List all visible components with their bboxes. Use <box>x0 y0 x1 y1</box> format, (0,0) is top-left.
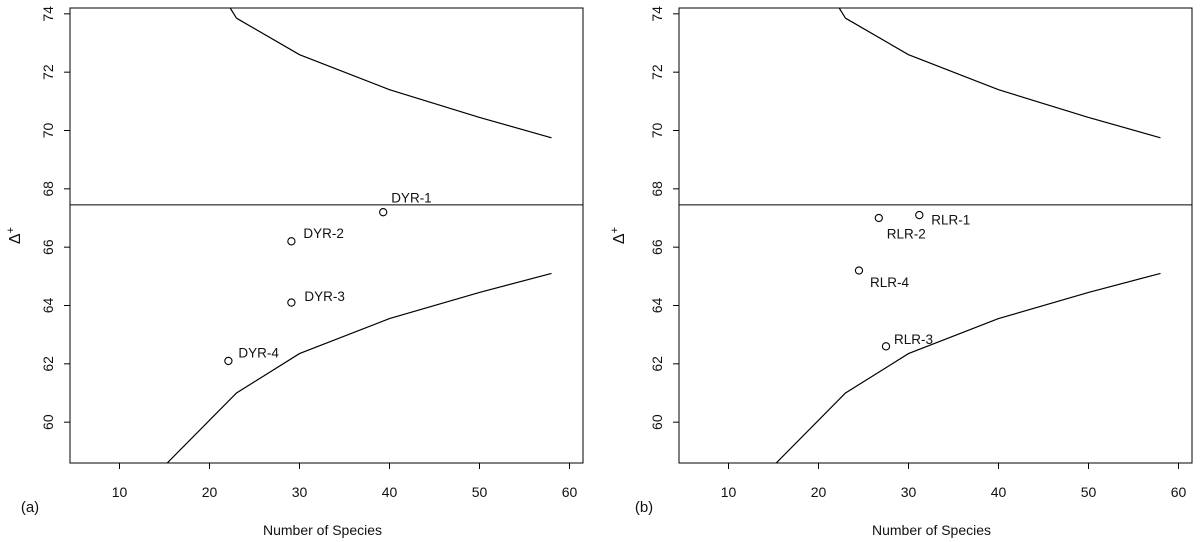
y-tick-label: 62 <box>649 356 665 372</box>
y-tick-label: 74 <box>40 6 56 22</box>
y-tick-label: 66 <box>649 239 665 255</box>
x-tick-label: 20 <box>202 484 218 500</box>
panel-label: (b) <box>635 499 653 516</box>
x-tick-label: 30 <box>901 484 917 500</box>
y-tick-label: 74 <box>649 6 665 22</box>
y-tick-label: 70 <box>649 123 665 139</box>
data-point <box>224 356 233 366</box>
panel-b: 10 20 30 40 50 60 60 62 64 66 68 70 72 74 Number of Sp… <box>609 6 1193 538</box>
upper-funnel-lead <box>229 8 238 19</box>
panel-a: 10 20 30 40 50 60 60 62 64 66 68 70 72 74 Number of Sp… <box>5 6 584 538</box>
data-point-label: RLR-2 <box>887 227 926 242</box>
y-axis-label: Δ+ <box>5 227 24 244</box>
x-tick-label: 10 <box>721 484 737 500</box>
upper-funnel-lead <box>838 8 847 19</box>
data-point <box>881 342 891 351</box>
data-point-label: RLR-1 <box>931 213 970 228</box>
x-tick-label: 50 <box>1081 484 1097 500</box>
y-tick-label: 68 <box>40 181 56 197</box>
y-tick-label: 60 <box>40 414 56 430</box>
y-axis-label-symbol: Δ <box>611 233 628 244</box>
plot-frame <box>69 7 584 464</box>
y-tick-label: 62 <box>40 356 56 372</box>
y-tick-label: 66 <box>40 239 56 255</box>
data-point <box>287 237 296 246</box>
data-point <box>874 213 883 223</box>
x-tick-label: 30 <box>292 484 308 500</box>
data-point-label: DYR-3 <box>304 289 345 304</box>
y-axis-label-symbol: Δ <box>7 233 24 244</box>
y-tick-label: 68 <box>649 181 665 197</box>
data-point-label: DYR-2 <box>303 226 344 241</box>
data-point <box>854 266 864 275</box>
x-tick-label: 40 <box>382 484 398 500</box>
upper-funnel-line <box>236 17 552 139</box>
plot-frame <box>678 7 1193 464</box>
data-point-label: DYR-4 <box>238 345 279 360</box>
y-axis-label-superscript: + <box>609 227 621 233</box>
y-tick-label: 72 <box>40 64 56 80</box>
x-tick-label: 20 <box>811 484 827 500</box>
y-axis-label-superscript: + <box>5 227 17 233</box>
y-tick-label: 72 <box>649 64 665 80</box>
data-point <box>915 210 924 220</box>
y-tick-label: 60 <box>649 414 665 430</box>
x-axis-label: Number of Species <box>263 522 382 538</box>
x-tick-label: 60 <box>1171 484 1187 500</box>
x-tick-label: 10 <box>112 484 128 500</box>
x-tick-label: 50 <box>472 484 488 500</box>
y-tick-label: 70 <box>40 123 56 139</box>
lower-funnel-line <box>166 272 552 463</box>
data-point-label: RLR-4 <box>870 275 910 290</box>
lower-funnel-line <box>775 272 1161 463</box>
x-tick-label: 60 <box>562 484 578 500</box>
data-point <box>379 208 388 217</box>
data-point <box>287 298 296 307</box>
x-axis-label: Number of Species <box>872 522 991 538</box>
y-tick-label: 64 <box>649 298 665 314</box>
y-tick-label: 64 <box>40 298 56 314</box>
upper-funnel-line <box>845 17 1161 139</box>
data-point-label: DYR-1 <box>391 191 432 206</box>
y-axis-label: Δ+ <box>609 227 628 244</box>
x-tick-label: 40 <box>991 484 1007 500</box>
data-point-label: RLR-3 <box>894 332 933 347</box>
panel-label: (a) <box>21 499 39 516</box>
